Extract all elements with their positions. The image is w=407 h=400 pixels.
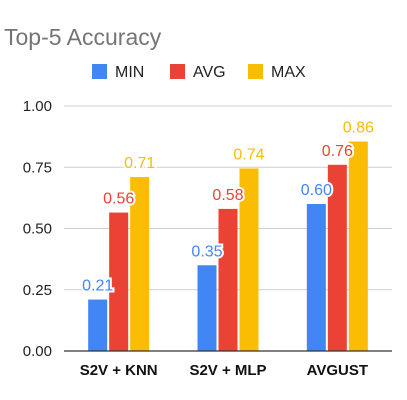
x-axis-ticks: S2V + KNN S2V + MLP AVGUST (80, 362, 368, 379)
legend-label-min: MIN (115, 64, 144, 81)
bar-avgust-avg (327, 164, 347, 351)
bar-avgust-min (306, 204, 326, 351)
data-label-avgust-avg: 0.76 (322, 143, 353, 160)
bars (88, 141, 368, 351)
data-label-s2v-knn-min: 0.21 (82, 278, 113, 295)
legend-swatch-avg (170, 64, 185, 79)
legend-label-avg: AVG (193, 64, 226, 81)
data-label-s2v-knn-avg: 0.56 (103, 191, 134, 208)
data-label-avgust-max: 0.86 (343, 120, 374, 137)
legend-label-max: MAX (271, 64, 306, 81)
bar-s2v-knn-avg (109, 212, 129, 351)
data-label-s2v-knn-max: 0.71 (124, 155, 155, 172)
data-label-s2v-mlp-max: 0.74 (233, 146, 264, 163)
bar-s2v-mlp-min (197, 265, 217, 351)
bar-s2v-knn-min (88, 299, 108, 351)
y-tick-label: 0.00 (23, 343, 52, 360)
data-label-s2v-mlp-min: 0.35 (191, 243, 222, 260)
y-tick-label: 0.25 (23, 282, 52, 299)
y-tick-label: 0.50 (23, 221, 52, 238)
bar-s2v-mlp-avg (218, 208, 238, 351)
y-axis-ticks: 0.00 0.25 0.50 0.75 1.00 (23, 98, 52, 360)
y-tick-label: 1.00 (23, 98, 52, 115)
bar-s2v-mlp-max (239, 168, 259, 351)
legend: MIN AVG MAX (92, 64, 306, 81)
legend-swatch-max (248, 64, 263, 79)
data-labels: 0.21 0.56 0.71 0.35 0.58 0.74 0.60 0.76 0.86 (80, 118, 376, 297)
data-label-avgust-min: 0.60 (301, 182, 332, 199)
bar-avgust-max (348, 141, 368, 351)
y-tick-label: 0.75 (23, 159, 52, 176)
bar-s2v-knn-max (130, 177, 150, 351)
x-tick-label: S2V + KNN (80, 362, 158, 379)
data-label-s2v-mlp-avg: 0.58 (212, 187, 243, 204)
x-tick-label: S2V + MLP (189, 362, 266, 379)
legend-swatch-min (92, 64, 107, 79)
chart-title: Top-5 Accuracy (4, 24, 162, 50)
x-tick-label: AVGUST (307, 362, 368, 379)
